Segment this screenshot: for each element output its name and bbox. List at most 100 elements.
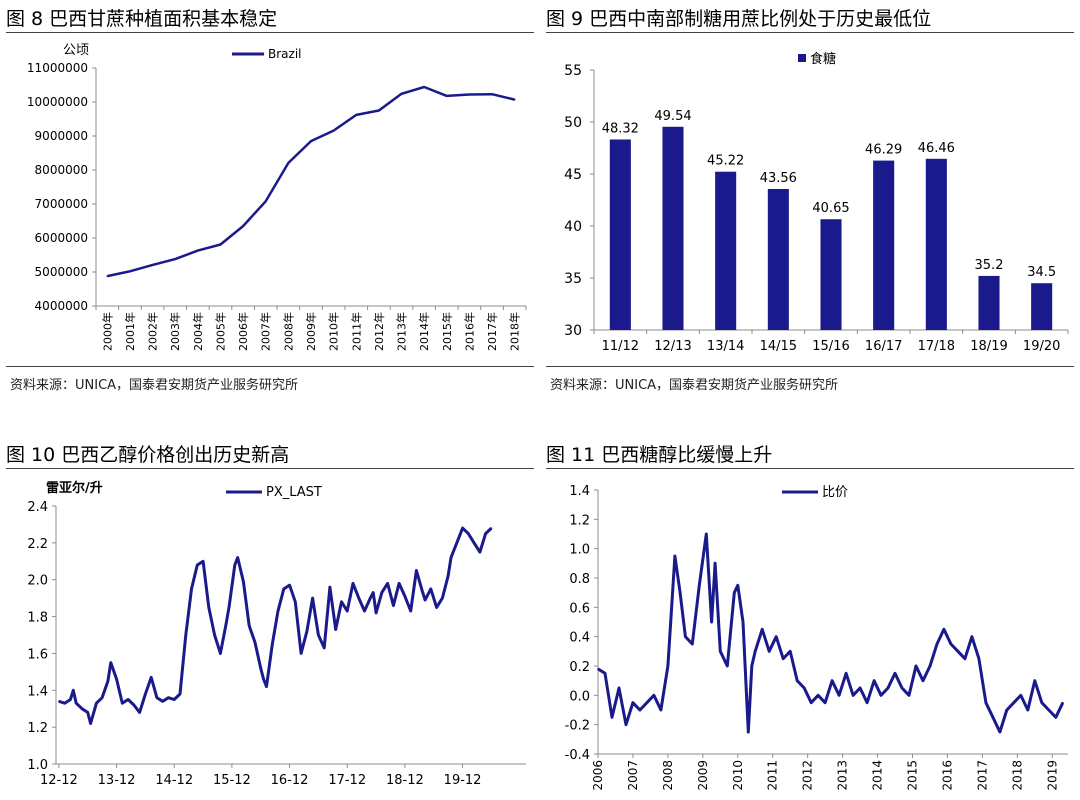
figure-11-title: 图 11 巴西糖醇比缓慢上升	[546, 444, 773, 466]
data-point	[754, 650, 757, 653]
data-point	[1027, 709, 1029, 711]
data-point	[880, 694, 882, 697]
data-point	[86, 711, 89, 714]
y-tick-label: 50	[564, 115, 582, 131]
figure-9-title: 图 9 巴西中南部制糖用蔗比例处于历史最低位	[546, 8, 932, 30]
x-tick-label: 2008年	[281, 312, 295, 351]
data-point	[282, 588, 285, 590]
data-point	[866, 701, 868, 704]
data-point	[810, 701, 812, 704]
data-point	[719, 650, 722, 653]
y-tick-label: 1.0	[27, 758, 48, 773]
bar-value-label: 48.32	[602, 121, 639, 136]
data-point	[107, 680, 109, 682]
data-point	[1034, 679, 1036, 682]
x-tick-label: 2011年	[349, 312, 363, 351]
data-point	[334, 628, 337, 631]
data-point	[150, 676, 152, 679]
data-point	[167, 696, 170, 699]
bar	[767, 188, 789, 330]
y-tick-label: 0.2	[569, 660, 590, 675]
y-axis-unit-label: 公顷	[63, 43, 89, 58]
x-tick-label: 2013年	[395, 312, 409, 351]
data-point	[726, 665, 729, 667]
data-point	[447, 575, 449, 577]
data-point	[597, 668, 599, 670]
x-tick-label: 2010年	[327, 312, 341, 351]
data-point	[450, 556, 452, 559]
x-tick-label: 19/20	[1023, 339, 1060, 354]
x-tick-label: 2003年	[168, 312, 182, 351]
y-tick-label: -0.2	[565, 719, 590, 734]
data-point	[138, 711, 141, 714]
x-tick-label: 18-12	[386, 773, 424, 788]
x-tick-label: 11/12	[602, 339, 639, 354]
data-point	[894, 672, 896, 675]
x-tick-label: 12-12	[40, 773, 78, 788]
data-point	[306, 630, 308, 633]
data-point	[999, 731, 1001, 733]
data-point	[698, 584, 701, 587]
data-point	[271, 643, 274, 646]
data-point	[236, 556, 239, 559]
x-tick-label: 2017	[975, 760, 989, 791]
chart-8: 公顷 4000000 5000000 6000000 7000000 8000000 900…	[27, 43, 527, 351]
y-tick-label: 1.8	[27, 611, 48, 626]
figure-10-title-rule	[6, 468, 534, 469]
data-point-brazil	[400, 93, 403, 95]
x-tick-label: 15/16	[812, 339, 849, 354]
x-tick-label: 2004年	[191, 312, 205, 351]
y-tick-label: 9000000	[35, 129, 88, 143]
data-point-brazil	[287, 162, 290, 164]
y-tick-label: 6000000	[35, 231, 88, 245]
data-point	[248, 624, 250, 627]
data-point	[75, 702, 77, 704]
data-point	[625, 723, 627, 726]
data-point-brazil	[468, 93, 471, 96]
data-point	[761, 628, 764, 631]
series-line-brazil	[107, 85, 515, 278]
data-point	[632, 701, 634, 704]
data-point	[674, 555, 676, 557]
data-point	[202, 560, 204, 563]
x-tick-label: 14/15	[760, 339, 797, 354]
data-point-brazil	[264, 200, 267, 203]
bar	[662, 126, 684, 330]
data-point	[127, 698, 129, 701]
bar-value-label: 46.46	[918, 141, 955, 156]
bar	[609, 139, 631, 330]
data-point	[611, 716, 613, 719]
y-tick-label: -0.4	[565, 748, 590, 763]
data-point	[375, 612, 377, 614]
x-tick-label: 17/18	[918, 339, 955, 354]
data-point	[768, 650, 771, 653]
x-tick-label: 2005年	[213, 312, 227, 351]
data-point	[208, 606, 210, 609]
data-point	[479, 551, 481, 553]
y-tick-label: 1.2	[27, 721, 48, 736]
data-point-brazil	[445, 95, 448, 97]
legend-label-sugar: 食糖	[810, 51, 836, 67]
x-tick-label: 2001年	[123, 312, 137, 351]
data-point-brazil	[174, 258, 177, 260]
y-tick-label: 0.6	[569, 601, 590, 616]
data-point	[1013, 701, 1015, 704]
legend-label: PX_LAST	[266, 485, 322, 500]
data-point	[352, 582, 354, 585]
x-tick-label: 13/14	[707, 339, 744, 354]
data-point-brazil	[219, 243, 222, 246]
y-tick-label: 45	[564, 167, 582, 183]
data-point	[392, 604, 395, 607]
data-point	[915, 665, 917, 667]
data-point	[259, 667, 262, 669]
bar-value-label: 35.2	[975, 258, 1004, 273]
data-point	[430, 588, 432, 590]
data-point	[317, 634, 320, 636]
y-tick-label: 40	[564, 219, 582, 235]
y-tick-label: 1.6	[27, 647, 48, 662]
x-tick-label: 16/17	[865, 339, 902, 354]
x-tick-label: 2014	[871, 760, 885, 791]
figure-8-source-rule	[6, 366, 534, 367]
data-point	[179, 693, 181, 695]
x-tick-label: 13-12	[98, 773, 136, 788]
